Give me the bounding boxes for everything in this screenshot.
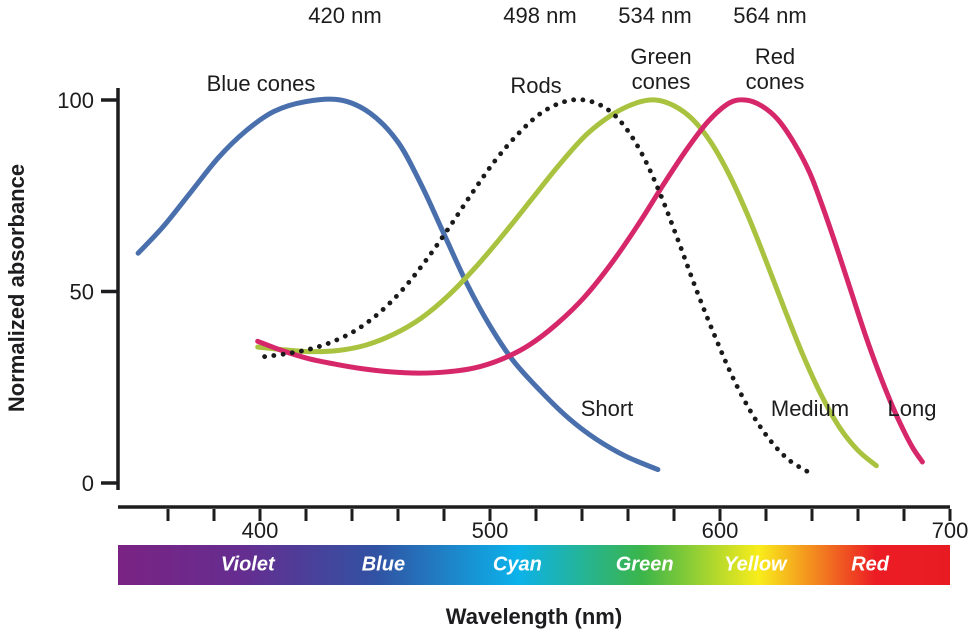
x-tick-label: 400 [242,518,279,543]
spectrum-label-violet: Violet [220,553,275,576]
chart-canvas: 0 50 100 400 500 600 700 [57,88,969,543]
peak-label-green-cones: 534 nm [618,3,692,28]
x-tick-label: 700 [932,518,969,543]
curve-label-green-cones: Green cones [630,44,692,94]
curve-green-cones [255,97,879,469]
y-tick-label: 0 [82,471,94,496]
spectrum-label-green: Green [615,553,674,576]
x-tick-label: 500 [472,518,509,543]
x-tick-label: 600 [702,518,739,543]
spectrum-label-cyan: Cyan [492,553,542,576]
class-label-medium: Medium [770,396,850,421]
class-label-short: Short [580,396,634,421]
curve-red-cones [255,97,925,465]
peak-label-rods: 498 nm [503,3,577,28]
peak-label-blue-cones: 420 nm [308,3,382,28]
curve-label-blue-cones: Blue cones [206,71,316,96]
curve-label-red-cones: Red cones [745,44,805,94]
x-axis-title: Wavelength (nm) [445,604,623,629]
curve-label-rods: Rods [510,73,562,98]
spectrum-label-blue: Blue [361,553,406,576]
spectrum-bar: Violet Blue Cyan Green Yellow Red [118,545,950,585]
curve-blue-cones [135,96,661,473]
curve-rods [262,97,810,474]
y-tick-label: 50 [70,280,94,305]
y-tick-label: 100 [57,88,94,113]
class-label-long: Long [887,396,937,421]
spectrum-label-yellow: Yellow [723,553,787,576]
peak-label-red-cones: 564 nm [733,3,807,28]
spectrum-label-red: Red [851,553,890,576]
